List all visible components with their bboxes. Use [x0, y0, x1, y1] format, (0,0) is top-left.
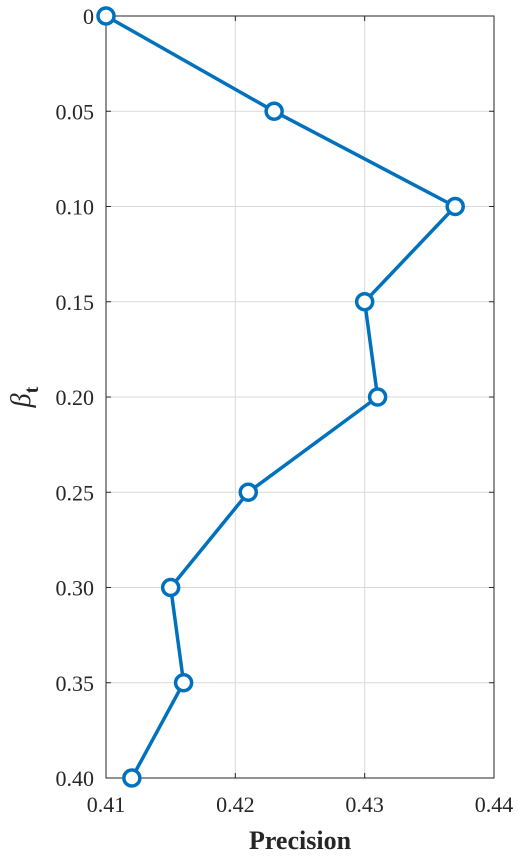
data-point: [124, 770, 140, 786]
x-tick-label: 0.44: [475, 792, 514, 817]
y-axis-symbol: β: [6, 393, 37, 408]
y-tick-label: 0.40: [56, 766, 95, 791]
data-point: [98, 8, 114, 24]
data-point: [357, 294, 373, 310]
y-tick-labels: 0 0.05 0.10 0.15 0.20 0.25 0.30 0.35 0.40: [56, 4, 95, 791]
x-tick-label: 0.41: [87, 792, 126, 817]
y-tick-label: 0.10: [56, 195, 95, 220]
y-axis-title: βt: [6, 386, 43, 408]
y-tick-label: 0.25: [56, 480, 95, 505]
y-tick-label: 0.20: [56, 385, 95, 410]
y-tick-label: 0.15: [56, 290, 95, 315]
x-tick-label: 0.43: [345, 792, 384, 817]
y-axis-subscript: t: [21, 386, 43, 393]
data-point: [176, 675, 192, 691]
data-point: [447, 199, 463, 215]
data-point: [240, 484, 256, 500]
data-point: [370, 389, 386, 405]
data-point: [266, 103, 282, 119]
x-tick-label: 0.42: [216, 792, 255, 817]
data-point: [163, 580, 179, 596]
y-tick-label: 0.05: [56, 99, 95, 124]
y-tick-label: 0: [83, 4, 94, 29]
y-tick-label: 0.30: [56, 576, 95, 601]
x-axis-title: Precision: [249, 826, 352, 855]
y-tick-label: 0.35: [56, 671, 95, 696]
x-tick-labels: 0.41 0.42 0.43 0.44: [87, 792, 514, 817]
